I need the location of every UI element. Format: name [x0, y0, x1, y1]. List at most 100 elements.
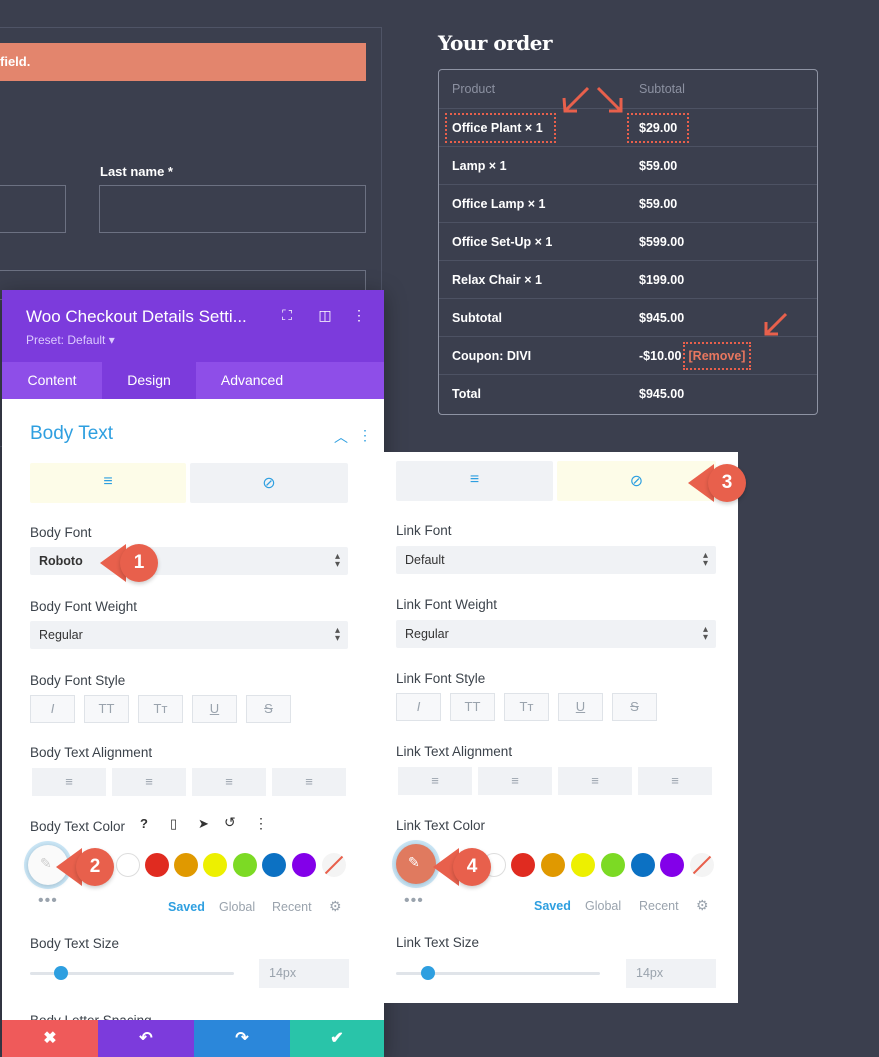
- last-name-field[interactable]: [99, 185, 366, 233]
- color-swatch-red[interactable]: [511, 853, 535, 877]
- link-color-picker[interactable]: ✎: [396, 844, 436, 884]
- cancel-button[interactable]: ✖: [2, 1020, 98, 1057]
- undo-button[interactable]: ↶: [98, 1020, 194, 1057]
- product-total: $199.00: [639, 273, 685, 287]
- saved-colors-tab[interactable]: Saved: [534, 899, 571, 913]
- body-size-slider-handle[interactable]: [54, 966, 68, 980]
- link-font-select[interactable]: Default ▴ ▾: [396, 546, 716, 574]
- product-name: Lamp × 1: [452, 159, 507, 173]
- strikethrough-button[interactable]: S: [246, 695, 291, 723]
- underline-button[interactable]: U: [558, 693, 603, 721]
- color-swatch-purple[interactable]: [660, 853, 684, 877]
- body-font-weight-select[interactable]: Regular ▴ ▾: [30, 621, 348, 649]
- global-colors-tab[interactable]: Global: [585, 899, 622, 913]
- body-size-slider[interactable]: [30, 972, 234, 975]
- align-left-button[interactable]: ≡: [32, 768, 106, 796]
- body-text-subtab[interactable]: ≡: [396, 461, 553, 501]
- split-view-icon[interactable]: ◫: [318, 307, 332, 323]
- uppercase-button[interactable]: TT: [450, 693, 495, 721]
- save-button[interactable]: ✔: [290, 1020, 384, 1057]
- remove-coupon-link[interactable]: [Remove]: [683, 342, 751, 370]
- more-swatches-icon[interactable]: •••: [38, 892, 58, 909]
- device-icon[interactable]: ▯: [170, 816, 178, 831]
- underline-button[interactable]: U: [192, 695, 237, 723]
- coupon-row: Coupon: DIVI -$10.00 [Remove]: [439, 336, 817, 374]
- color-swatch-orange[interactable]: [541, 853, 565, 877]
- panel-title: Woo Checkout Details Setti...: [26, 307, 247, 326]
- more-options-icon[interactable]: ⋮: [254, 815, 268, 831]
- link-size-slider[interactable]: [396, 972, 600, 975]
- gear-icon[interactable]: ⚙: [696, 897, 709, 913]
- strikethrough-button[interactable]: S: [612, 693, 657, 721]
- align-center-button[interactable]: ≡: [112, 768, 186, 796]
- link-size-slider-handle[interactable]: [421, 966, 435, 980]
- product-total: $599.00: [639, 235, 685, 249]
- more-swatches-icon[interactable]: •••: [404, 892, 424, 909]
- tab-advanced[interactable]: Advanced: [220, 372, 284, 388]
- color-swatch-blue[interactable]: [631, 853, 655, 877]
- preset-dropdown[interactable]: Preset: Default ▾: [26, 333, 115, 347]
- color-swatch-yellow[interactable]: [571, 853, 595, 877]
- body-text-subtab[interactable]: ≡: [30, 463, 186, 503]
- table-row: Office Set-Up × 1 $599.00: [439, 222, 817, 260]
- product-name: Office Lamp × 1: [452, 197, 546, 211]
- global-colors-tab[interactable]: Global: [219, 900, 256, 914]
- align-right-button[interactable]: ≡: [192, 768, 266, 796]
- italic-button[interactable]: I: [30, 695, 75, 723]
- body-text-size-label: Body Text Size: [30, 936, 120, 951]
- align-center-button[interactable]: ≡: [478, 767, 552, 795]
- color-swatch-green[interactable]: [601, 853, 625, 877]
- align-right-button[interactable]: ≡: [558, 767, 632, 795]
- total-value: $945.00: [639, 387, 685, 401]
- color-swatch-orange[interactable]: [174, 853, 198, 877]
- color-swatch-blue[interactable]: [262, 853, 286, 877]
- no-color-swatch-icon[interactable]: [690, 853, 714, 877]
- first-name-field[interactable]: [0, 185, 66, 233]
- link-text-size-label: Link Text Size: [396, 935, 480, 950]
- body-font-value: Roboto: [39, 554, 83, 568]
- saved-colors-tab[interactable]: Saved: [168, 900, 205, 914]
- link-font-value: Default: [405, 553, 445, 567]
- italic-button[interactable]: I: [396, 693, 441, 721]
- color-swatch-white[interactable]: [116, 853, 140, 877]
- link-size-input[interactable]: 14px: [626, 959, 716, 988]
- product-total: $59.00: [639, 197, 678, 211]
- align-justify-button[interactable]: ≡: [638, 767, 712, 795]
- link-alignment-buttons: ≡ ≡ ≡ ≡: [398, 767, 714, 795]
- body-font-select[interactable]: Roboto ▴ ▾: [30, 547, 348, 575]
- highlight-box: [627, 113, 689, 143]
- reset-icon[interactable]: ↺: [224, 814, 236, 830]
- body-size-input[interactable]: 14px: [259, 959, 349, 988]
- align-left-button[interactable]: ≡: [398, 767, 472, 795]
- tab-content[interactable]: Content: [27, 372, 77, 388]
- link-subtab[interactable]: ⊘: [190, 463, 348, 503]
- chevron-up-icon[interactable]: ︿: [334, 429, 348, 445]
- color-swatch-purple[interactable]: [292, 853, 316, 877]
- more-options-icon[interactable]: ⋮: [352, 307, 366, 323]
- section-title[interactable]: Body Text: [30, 423, 114, 444]
- recent-colors-tab[interactable]: Recent: [639, 899, 679, 913]
- hover-cursor-icon[interactable]: ➤: [198, 816, 209, 831]
- tab-design[interactable]: Design: [102, 362, 196, 399]
- table-row: Relax Chair × 1 $199.00: [439, 260, 817, 298]
- more-options-icon[interactable]: ⋮: [358, 427, 372, 443]
- color-swatch-green[interactable]: [233, 853, 257, 877]
- gear-icon[interactable]: ⚙: [329, 898, 342, 914]
- capitalize-button[interactable]: Tт: [504, 693, 549, 721]
- focus-icon[interactable]: ⛶: [282, 307, 292, 323]
- redo-button[interactable]: ↷: [194, 1020, 290, 1057]
- no-color-swatch-icon[interactable]: [322, 853, 346, 877]
- body-font-style-buttons: I TT Tт U S: [30, 695, 330, 723]
- link-font-weight-select[interactable]: Regular ▴ ▾: [396, 620, 716, 648]
- color-swatch-red[interactable]: [145, 853, 169, 877]
- link-font-label: Link Font: [396, 523, 452, 538]
- link-font-style-label: Link Font Style: [396, 671, 486, 686]
- link-text-color-label: Link Text Color: [396, 818, 486, 833]
- subtotal-value: $945.00: [639, 311, 685, 325]
- uppercase-button[interactable]: TT: [84, 695, 129, 723]
- help-icon[interactable]: ?: [140, 816, 148, 831]
- capitalize-button[interactable]: Tт: [138, 695, 183, 723]
- recent-colors-tab[interactable]: Recent: [272, 900, 312, 914]
- align-justify-button[interactable]: ≡: [272, 768, 346, 796]
- color-swatch-yellow[interactable]: [203, 853, 227, 877]
